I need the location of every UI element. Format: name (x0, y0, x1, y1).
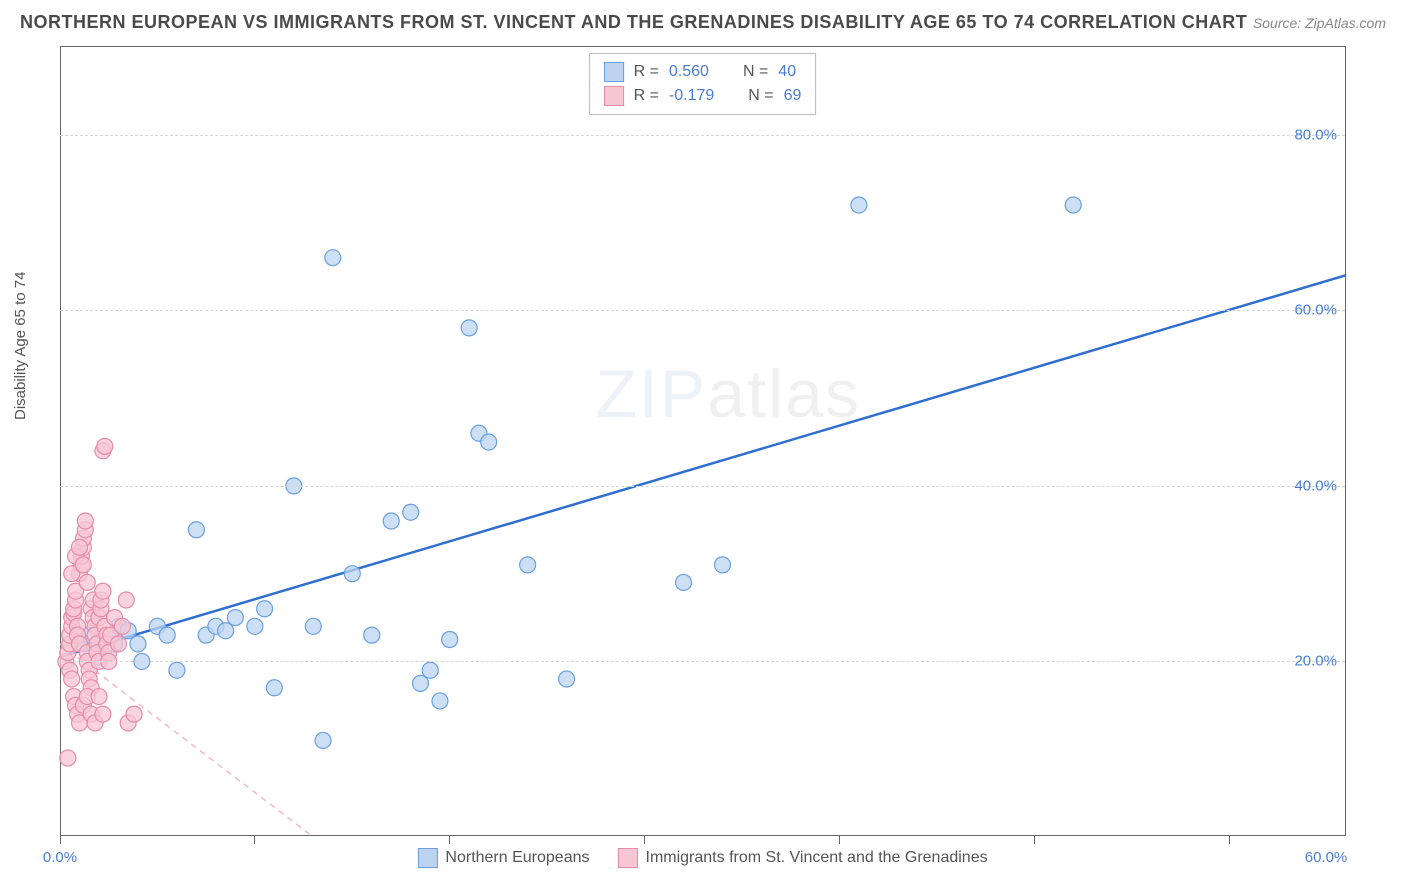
legend-n-label: N = (748, 84, 773, 108)
gridline-h (60, 310, 1345, 311)
x-tick (449, 836, 450, 844)
y-axis-label: Disability Age 65 to 74 (12, 272, 29, 420)
x-tick-label: 0.0% (43, 849, 77, 866)
legend-row: R = -0.179 N = 69 (604, 84, 802, 108)
legend-n-value: 40 (778, 60, 796, 84)
data-point (95, 583, 111, 599)
data-point (344, 566, 360, 582)
legend-item: Immigrants from St. Vincent and the Gren… (618, 848, 988, 868)
data-point (169, 662, 185, 678)
x-tick (60, 836, 61, 844)
data-point (218, 623, 234, 639)
y-tick-label: 20.0% (1294, 653, 1337, 670)
data-point (247, 618, 263, 634)
x-tick (1229, 836, 1230, 844)
data-point (383, 513, 399, 529)
y-tick-label: 40.0% (1294, 477, 1337, 494)
data-point (851, 197, 867, 213)
legend-swatch (618, 848, 638, 868)
legend-series-name: Northern Europeans (445, 849, 589, 867)
data-point (64, 671, 80, 687)
data-point (97, 438, 113, 454)
page-title: NORTHERN EUROPEAN VS IMMIGRANTS FROM ST.… (20, 12, 1247, 33)
legend-series-name: Immigrants from St. Vincent and the Gren… (646, 849, 988, 867)
data-point (118, 592, 134, 608)
scatter-chart: ZIPatlas R =0.560N =40R =-0.179N =69 Nor… (60, 46, 1346, 836)
legend-swatch (417, 848, 437, 868)
data-point (461, 320, 477, 336)
data-point (77, 513, 93, 529)
data-point (325, 250, 341, 266)
gridline-h (60, 486, 1345, 487)
data-point (75, 557, 91, 573)
data-point (91, 689, 107, 705)
legend-r-label: R = (634, 84, 659, 108)
data-point (412, 675, 428, 691)
data-point (266, 680, 282, 696)
data-point (126, 706, 142, 722)
legend-r-value: 0.560 (669, 60, 709, 84)
x-tick (644, 836, 645, 844)
data-point (110, 636, 126, 652)
data-point (364, 627, 380, 643)
data-point (159, 627, 175, 643)
trend-line (60, 275, 1346, 657)
correlation-legend: R =0.560N =40R =-0.179N =69 (589, 53, 817, 115)
x-tick (1034, 836, 1035, 844)
y-tick-label: 80.0% (1294, 126, 1337, 143)
data-point (559, 671, 575, 687)
data-point (432, 693, 448, 709)
data-point (422, 662, 438, 678)
legend-row: R = 0.560 N = 40 (604, 60, 802, 84)
x-tick-label: 60.0% (1305, 849, 1348, 866)
data-point (227, 610, 243, 626)
data-point (305, 618, 321, 634)
legend-swatch (604, 62, 624, 82)
trend-line (60, 644, 313, 837)
x-tick (254, 836, 255, 844)
x-tick (839, 836, 840, 844)
data-point (95, 706, 111, 722)
series-legend: Northern Europeans Immigrants from St. Vi… (417, 848, 987, 868)
data-point (403, 504, 419, 520)
y-tick-label: 60.0% (1294, 302, 1337, 319)
data-point (315, 732, 331, 748)
data-point (79, 574, 95, 590)
gridline-h (60, 661, 1345, 662)
data-point (60, 750, 76, 766)
legend-n-value: 69 (784, 84, 802, 108)
legend-r-label: R = (634, 60, 659, 84)
data-point (257, 601, 273, 617)
plot-svg (60, 47, 1345, 836)
data-point (114, 618, 130, 634)
legend-r-value: -0.179 (669, 84, 714, 108)
data-point (1065, 197, 1081, 213)
legend-n-label: N = (743, 60, 768, 84)
data-point (676, 574, 692, 590)
legend-swatch (604, 86, 624, 106)
source-attribution: Source: ZipAtlas.com (1253, 15, 1386, 31)
gridline-h (60, 135, 1345, 136)
data-point (481, 434, 497, 450)
data-point (714, 557, 730, 573)
data-point (442, 632, 458, 648)
legend-item: Northern Europeans (417, 848, 589, 868)
data-point (130, 636, 146, 652)
data-point (71, 539, 87, 555)
data-point (188, 522, 204, 538)
data-point (520, 557, 536, 573)
